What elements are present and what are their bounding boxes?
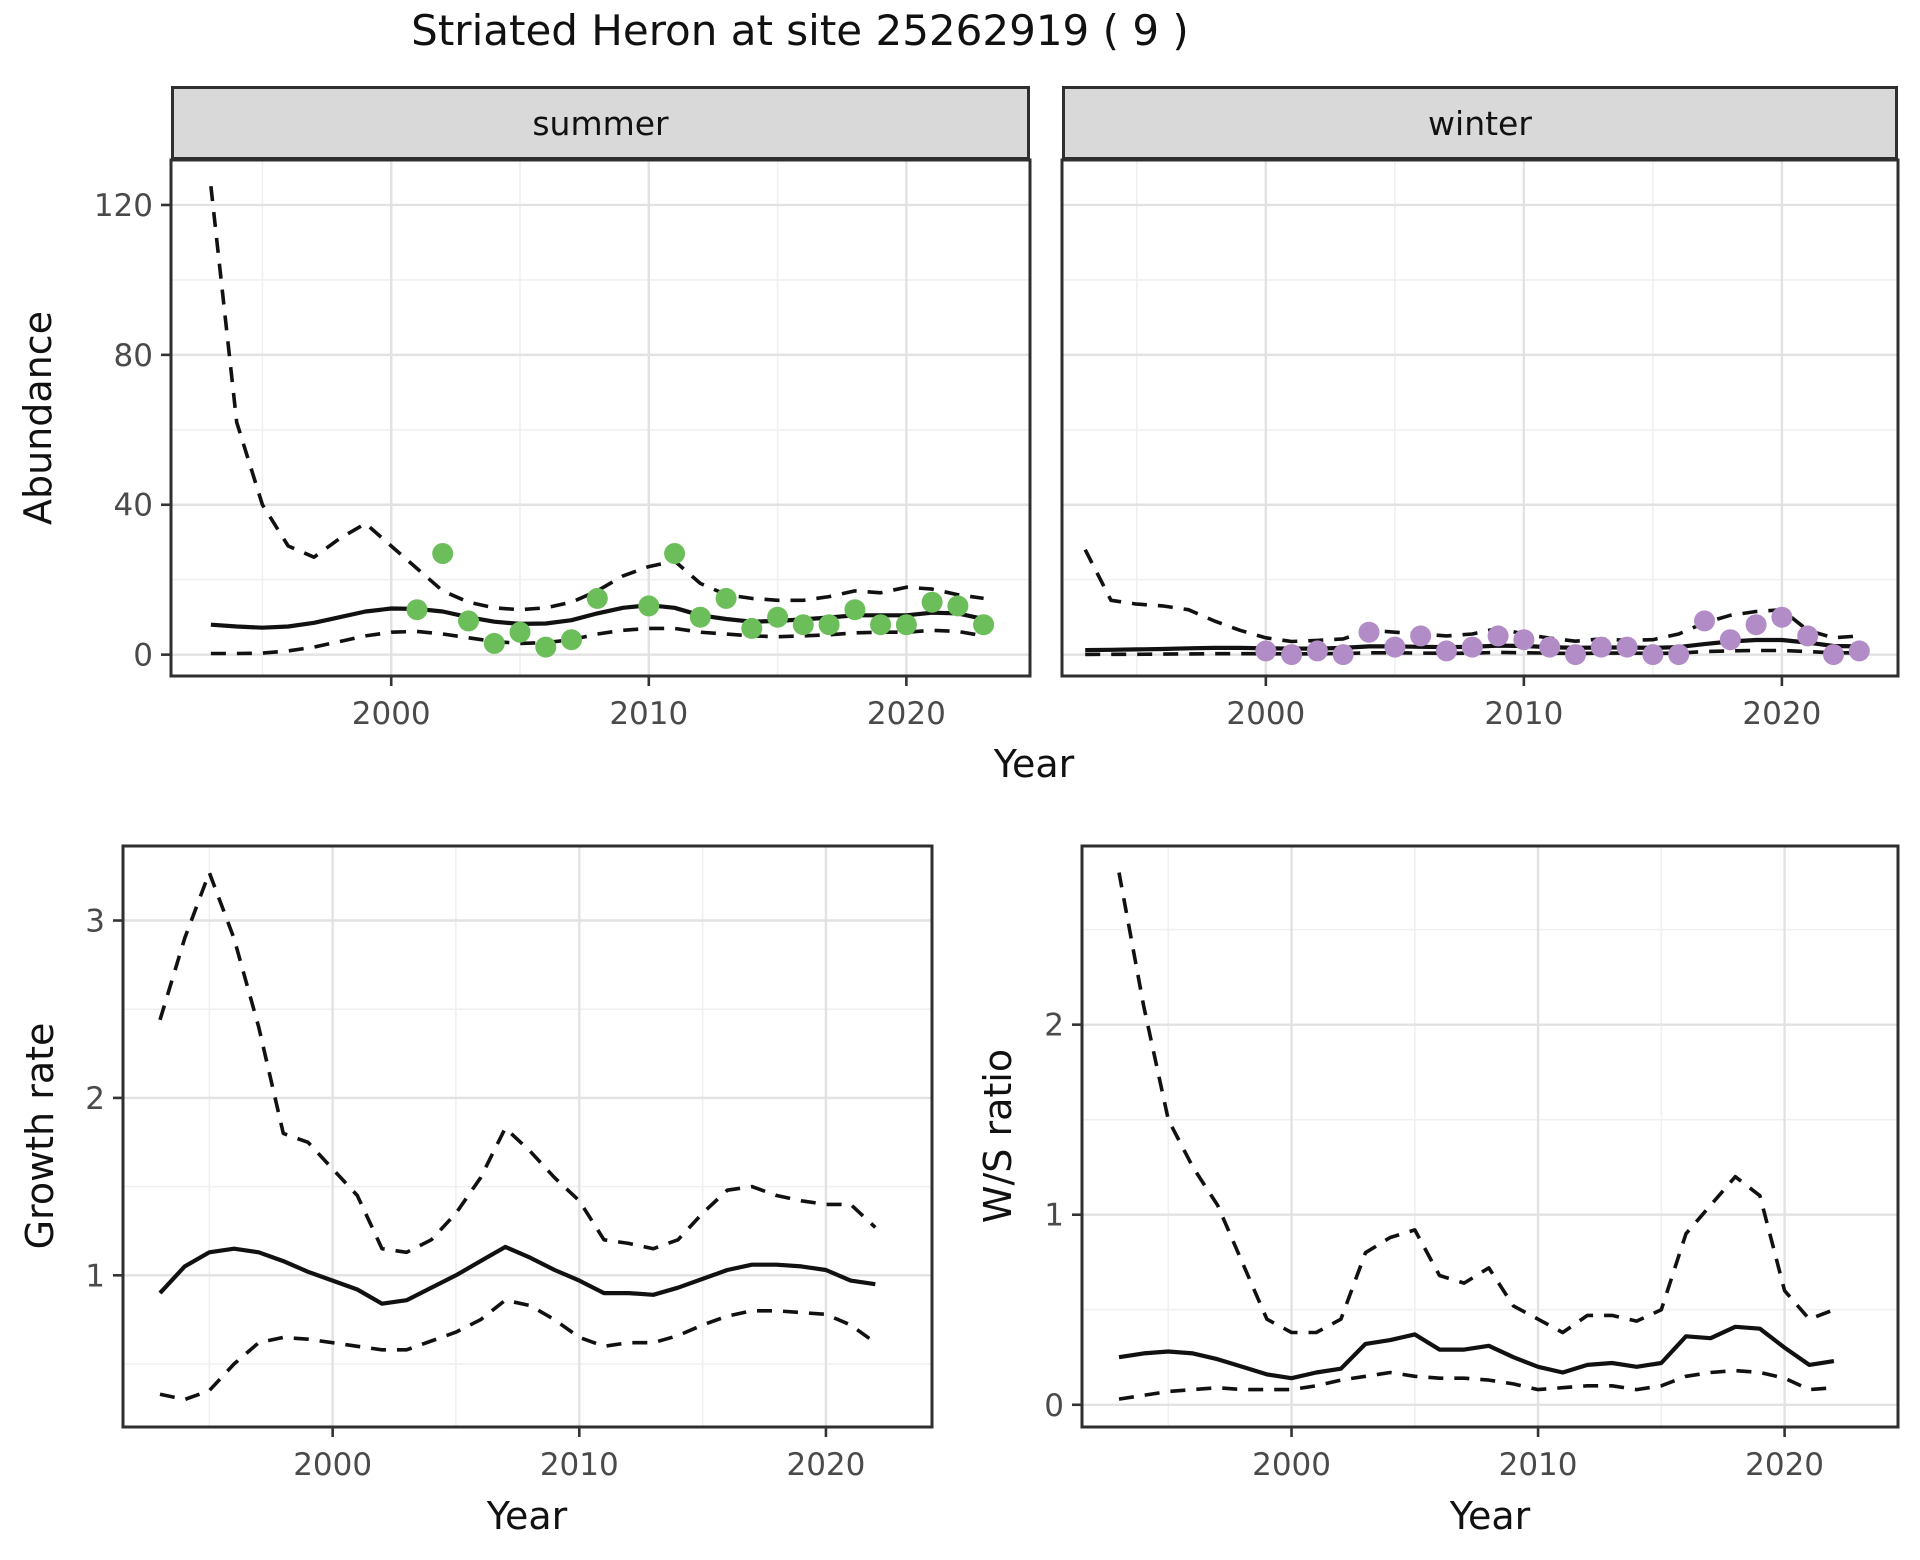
abundance_winter-observed-point xyxy=(1745,614,1767,636)
ws-year-axis-title: Year xyxy=(1449,1494,1531,1538)
abundance_winter-observed-point xyxy=(1694,610,1715,632)
abundance_summer-observed-point xyxy=(715,587,737,609)
growth-year-axis-title: Year xyxy=(486,1494,568,1538)
y-tick-label: 40 xyxy=(114,488,153,524)
y-tick-label: 1 xyxy=(1044,1198,1064,1234)
facet-strip-winter-label: winter xyxy=(1428,103,1532,143)
facet-strip-summer: summer xyxy=(171,86,1030,160)
abundance_winter-observed-point xyxy=(1719,629,1741,651)
abundance_summer-observed-point xyxy=(947,595,969,617)
abundance_winter-observed-point xyxy=(1255,640,1277,662)
growth_rate-upper_ci-line xyxy=(158,870,877,1255)
panel-growth_rate: 2000 2010 2020 1 2 3 xyxy=(85,844,934,1483)
abundance_winter-observed-point xyxy=(1668,644,1690,666)
abundance_summer-observed-point xyxy=(973,614,995,636)
abundance_winter-observed-point xyxy=(1384,636,1406,658)
abundance_summer-observed-point xyxy=(638,595,660,617)
abundance_summer-observed-point xyxy=(535,636,557,658)
x-tick-label: 2020 xyxy=(1742,696,1821,732)
panel-ws_ratio: 2000 2010 2020 0 1 2 xyxy=(1044,844,1900,1483)
x-tick-label: 2020 xyxy=(867,696,946,732)
y-tick-label: 120 xyxy=(94,188,153,224)
x-tick-label: 2000 xyxy=(352,696,431,732)
facet-strip-summer-label: summer xyxy=(532,103,669,143)
y-tick-label: 0 xyxy=(133,638,153,674)
abundance_winter-observed-point xyxy=(1539,636,1561,658)
chart-title: Striated Heron at site 25262919 ( 9 ) xyxy=(411,6,1189,55)
abundance_summer-observed-point xyxy=(664,543,686,564)
abundance_winter-upper_ci-line xyxy=(1083,548,1860,644)
ws_ratio-lower_ci-line xyxy=(1118,1368,1835,1401)
y-tick-label: 80 xyxy=(114,338,153,374)
abundance_winter-observed-point xyxy=(1487,625,1509,647)
abundance_winter-observed-point xyxy=(1590,636,1612,658)
abundance_winter-observed-point xyxy=(1797,625,1819,647)
abundance_summer-observed-point xyxy=(458,610,479,632)
abundance_winter-observed-point xyxy=(1306,640,1328,662)
y-tick-label: 1 xyxy=(85,1258,105,1294)
ws_ratio-upper_ci-line xyxy=(1117,872,1835,1335)
y-tick-label: 0 xyxy=(1044,1388,1064,1424)
abundance_summer-observed-point xyxy=(921,591,943,613)
growth_rate-lower_ci-line xyxy=(159,1298,877,1402)
abundance_winter-observed-point xyxy=(1332,644,1354,666)
x-tick-label: 2020 xyxy=(786,1447,865,1483)
abundance_summer-observed-point xyxy=(689,606,711,628)
abundance_summer-observed-point xyxy=(509,621,531,643)
facet-strip-winter: winter xyxy=(1062,86,1898,160)
abundance_winter-observed-point xyxy=(1565,644,1586,666)
abundance_winter-observed-point xyxy=(1642,644,1664,666)
abundance_winter-observed-point xyxy=(1358,621,1380,643)
panel-abundance_summer: 2000 2010 2020 0 40 80 120 xyxy=(94,158,1032,732)
abundance_summer-observed-point xyxy=(792,614,814,636)
x-tick-label: 2010 xyxy=(540,1447,619,1483)
growth_rate-fit-line xyxy=(158,1244,876,1306)
x-tick-label: 2000 xyxy=(1226,696,1305,732)
abundance_winter-observed-point xyxy=(1461,636,1483,658)
abundance_winter-observed-point xyxy=(1823,644,1844,666)
abundance_summer-observed-point xyxy=(818,614,840,636)
top-year-axis-title: Year xyxy=(993,742,1075,786)
abundance_summer-observed-point xyxy=(406,599,428,621)
abundance_winter-observed-point xyxy=(1281,644,1303,666)
abundance_summer-observed-point xyxy=(870,614,892,636)
abundance_summer-observed-point xyxy=(741,617,763,639)
abundance_summer-observed-point xyxy=(895,614,917,636)
y-tick-label: 2 xyxy=(85,1081,105,1117)
abundance_summer-observed-point xyxy=(586,587,608,609)
abundance_summer-upper_ci-line xyxy=(209,186,984,612)
x-tick-label: 2010 xyxy=(609,696,688,732)
x-tick-label: 2000 xyxy=(293,1447,372,1483)
x-tick-label: 2010 xyxy=(1499,1447,1578,1483)
x-tick-label: 2000 xyxy=(1252,1447,1331,1483)
abundance_winter-observed-point xyxy=(1513,629,1535,651)
abundance_winter-observed-point xyxy=(1848,640,1870,662)
abundance_winter-observed-point xyxy=(1771,606,1793,628)
abundance_winter-observed-point xyxy=(1410,625,1432,647)
abundance_summer-observed-point xyxy=(561,629,582,651)
abundance_summer-observed-point xyxy=(844,599,866,621)
abundance_winter-observed-point xyxy=(1436,640,1457,662)
abundance_summer-observed-point xyxy=(767,606,789,628)
y-tick-label: 2 xyxy=(1044,1008,1064,1044)
panel-abundance_winter: 2000 2010 2020 xyxy=(1060,158,1900,732)
ws_ratio-fit-line xyxy=(1118,1324,1835,1381)
abundance_summer-observed-point xyxy=(483,632,505,654)
abundance_winter-observed-point xyxy=(1616,636,1638,658)
x-tick-label: 2010 xyxy=(1484,696,1563,732)
abundance_summer-observed-point xyxy=(432,543,454,564)
y-tick-label: 3 xyxy=(85,904,105,940)
x-tick-label: 2020 xyxy=(1745,1447,1824,1483)
